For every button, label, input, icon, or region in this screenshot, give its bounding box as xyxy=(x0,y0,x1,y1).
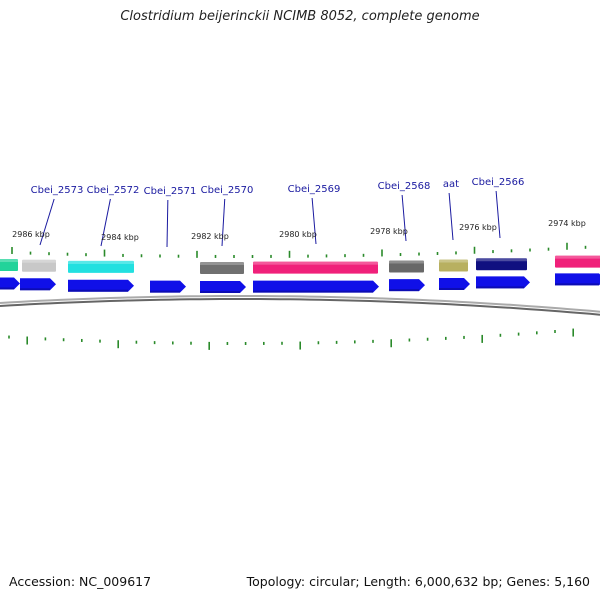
gene-label: Cbei_2568 xyxy=(378,181,431,192)
feature-box xyxy=(0,259,18,272)
cds-arrow-shadow xyxy=(439,287,464,290)
kbp-label: 2982 kbp xyxy=(191,232,229,241)
feature-box-highlight xyxy=(476,258,527,262)
cds-arrow-shadow xyxy=(389,289,419,292)
feature-box-highlight xyxy=(439,259,468,263)
cds-arrow xyxy=(439,277,470,290)
cds-arrow-shadow xyxy=(20,288,50,291)
kbp-label: 2984 kbp xyxy=(101,233,139,242)
outer-tick-marks xyxy=(11,242,587,258)
feature-box-highlight xyxy=(253,261,378,265)
feature-track xyxy=(0,255,600,274)
feature-box xyxy=(389,260,424,273)
kbp-label: 2986 kbp xyxy=(12,230,50,239)
feature-box-highlight xyxy=(22,259,56,263)
backbone-line-lower xyxy=(0,298,600,316)
feature-box-highlight xyxy=(0,259,18,263)
accession-label: Accession: NC_009617 xyxy=(9,574,152,589)
gene-label: Cbei_2569 xyxy=(288,184,341,195)
genome-title: Clostridium beijerinckii NCIMB 8052, com… xyxy=(120,9,480,24)
cds-arrow xyxy=(555,273,600,286)
leader-line xyxy=(221,198,226,247)
leader-line xyxy=(166,199,169,248)
cds-arrow-shadow xyxy=(253,290,373,293)
label-leader-lines xyxy=(39,190,501,248)
cds-arrow xyxy=(476,276,530,289)
cds-arrow xyxy=(0,277,20,290)
gene-label: Cbei_2570 xyxy=(201,185,254,196)
leader-line xyxy=(39,198,55,246)
gene-label: Cbei_2571 xyxy=(144,186,197,197)
cds-track xyxy=(0,273,600,293)
kbp-label: 2980 kbp xyxy=(279,230,317,239)
genome-backbone xyxy=(0,295,600,316)
feature-box-highlight xyxy=(200,261,244,265)
cds-arrow-shadow xyxy=(0,287,14,290)
genome-summary: Topology: circular; Length: 6,000,632 bp… xyxy=(246,574,590,589)
leader-line xyxy=(100,198,111,247)
cds-arrow-shadow xyxy=(476,286,524,289)
cds-arrow xyxy=(389,279,425,292)
feature-box xyxy=(476,258,527,271)
feature-box xyxy=(200,261,244,274)
cds-arrow xyxy=(150,280,186,293)
cds-arrow xyxy=(200,280,246,293)
feature-box-highlight xyxy=(389,260,424,264)
leader-line xyxy=(448,192,454,241)
kbp-labels: 2986 kbp 2984 kbp 2982 kbp 2980 kbp 2978 kbp… xyxy=(12,219,586,242)
feature-box xyxy=(253,261,378,274)
cds-arrow-shadow xyxy=(555,283,599,286)
cds-arrow-shadow xyxy=(150,290,180,293)
leader-line xyxy=(311,197,317,245)
gene-label: Cbei_2572 xyxy=(87,185,140,196)
kbp-label: 2974 kbp xyxy=(548,219,586,228)
cds-arrow-shadow xyxy=(200,290,240,293)
feature-box xyxy=(68,260,134,273)
gene-label: Cbei_2566 xyxy=(472,177,525,188)
leader-line xyxy=(495,190,501,239)
inner-tick-marks xyxy=(8,328,575,350)
cds-arrow xyxy=(253,280,379,293)
feature-box xyxy=(22,259,56,272)
gene-labels: Cbei_2573 Cbei_2572 Cbei_2571 Cbei_2570 Cbei… xyxy=(31,177,525,197)
cds-arrow-shadow xyxy=(68,289,128,292)
backbone-line-upper xyxy=(0,295,600,313)
leader-line xyxy=(401,194,407,242)
feature-box-highlight xyxy=(555,255,600,259)
gene-label: Cbei_2573 xyxy=(31,185,84,196)
feature-box xyxy=(555,255,600,268)
feature-box-highlight xyxy=(68,260,134,264)
kbp-label: 2976 kbp xyxy=(459,223,497,232)
feature-box xyxy=(439,259,468,272)
cds-arrow xyxy=(68,279,134,292)
gene-label: aat xyxy=(443,179,459,190)
cds-arrow xyxy=(20,278,56,291)
kbp-label: 2978 kbp xyxy=(370,227,408,236)
